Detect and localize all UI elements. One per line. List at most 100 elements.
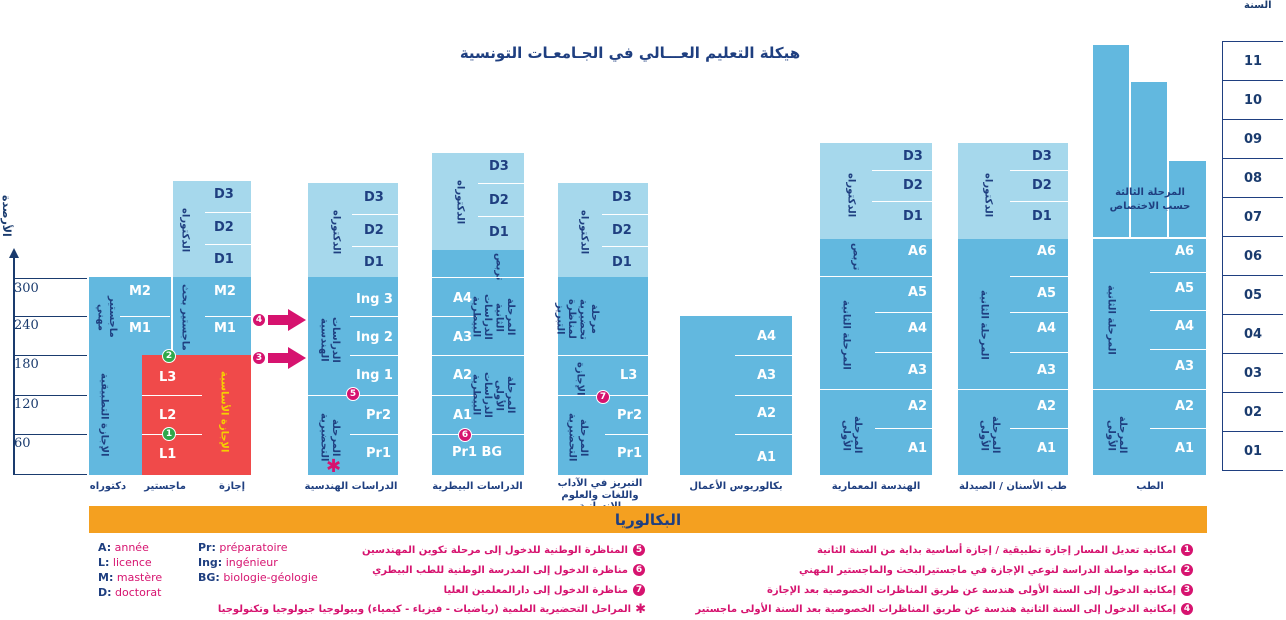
separator [735,355,792,356]
credit-value: 180 [14,357,39,372]
legend-marker: 4 [1180,602,1194,616]
legend-text: مناظرة الدخول إلى المدرسة الوطنية للطب ا… [372,564,628,576]
vet-second-vlabel: المرحلة الثانية الدراسات البيطرية [470,294,517,340]
archi-d1: D1 [903,209,923,224]
dent-second-vlabel: المرحلة الثانية [978,290,990,360]
med-a3: A3 [1175,359,1195,374]
credit-value: 240 [14,318,39,333]
archi-doctorat-block [820,143,932,239]
year-cell: 06 [1223,236,1283,275]
year-cell: 03 [1223,353,1283,392]
lmd-m1-rech: M1 [214,321,236,336]
legend-item-asterisk: ✱ المراحل التحضيرية العلمية (رياضيات - ف… [218,602,646,617]
legend-marker: 7 [632,583,646,597]
marker-2: 2 [162,349,176,363]
year-cell: 01 [1223,431,1283,471]
lmd-l2: L2 [159,408,177,423]
abbr-key: Ing: [198,556,223,569]
abbr-value: année [114,541,149,554]
separator [1150,428,1206,429]
separator [205,316,251,317]
arrow-3-shaft [268,353,288,363]
agreg-licence-vlabel: الإجازة [574,362,586,396]
separator [350,316,398,317]
abbr-key: L: [98,556,110,569]
med-first-vlabel: المرحلة الأولى [1105,416,1129,454]
med-second-vlabel: المرحلة الثانية [1105,285,1117,355]
credits-axis-label: الأرصدة [0,195,13,237]
med-a2: A2 [1175,399,1195,414]
credit-line [13,316,87,317]
med-main-block [1093,239,1206,475]
licence-app-block [89,355,142,475]
separator [872,170,932,171]
legend-text: امكانية مواصلة الدراسة لنوعي الإجازة في … [799,564,1176,576]
separator [352,246,398,247]
abbr-pr: Pr: préparatoire [198,541,288,554]
diagram-title: هيكلة التعليم العـــالي في الجـامعـات ال… [459,44,801,62]
separator [120,316,170,317]
separator [558,355,648,356]
lmd-m2-pro: M2 [129,284,151,299]
separator [352,214,398,215]
legend-text: امكانية تعديل المسار إجازة تطبيقية / إجا… [817,544,1176,556]
bac-bar: البكالوريا [89,506,1207,533]
asterisk-icon: ✱ [326,456,342,477]
abbr-l: L: licence [98,556,152,569]
separator [142,395,202,396]
year-cell: 08 [1223,158,1283,197]
separator [958,389,1068,390]
licence-fond-block [142,355,251,475]
agreg-d3: D3 [612,190,632,205]
separator [1093,389,1206,390]
separator [1150,349,1206,350]
ing-pr2: Pr2 [366,408,391,423]
med-third-l1: المرحلة الثالثة [1115,187,1185,198]
legend-marker: 6 [632,563,646,577]
separator [478,216,524,217]
agreg-prep2-vlabel: المرحلة التحضيرية [566,413,590,462]
separator [350,434,398,435]
archi-stage-vlabel: تربص [850,243,862,271]
label-ing: الدراسات الهندسية [304,481,398,492]
legend-text: إمكانية الدخول إلى السنة الثانية هندسة ع… [695,603,1176,615]
archi-second-vlabel: المرحلة الثانية [840,300,852,370]
agreg-prep-vlabel: مرحلة تحضيرية لمناظرة التبريز [554,298,601,340]
abbr-key: BG: [198,571,220,584]
separator [1150,272,1206,273]
marker-4: 4 [252,313,266,327]
agreg-pr2: Pr2 [617,408,642,423]
credits-axis-arrow [9,248,19,258]
separator [350,355,398,356]
separator [735,434,792,435]
mastere-pro-vlabel: ماجستير مهني [95,296,119,338]
business-a2: A2 [757,406,777,421]
legend-text: المناظرة الوطنية للدخول إلى مرحلة تكوين … [362,544,628,556]
separator [205,244,251,245]
legend-text: مناظرة الدخول إلى دارالمعلمين العليا [443,584,628,596]
credit-value: 60 [14,436,31,451]
business-a1: A1 [757,450,777,465]
legend-marker: 3 [1180,583,1194,597]
year-cell: 05 [1223,275,1283,314]
year-axis-label: السنة [1244,0,1272,11]
separator [602,214,648,215]
abbr-value: doctorat [115,586,162,599]
legend-text: المراحل التحضيرية العلمية (رياضيات - فيز… [217,604,632,615]
lmd-d1: D1 [214,252,234,267]
year-cell: 02 [1223,392,1283,431]
ing-d3: D3 [364,190,384,205]
lmd-d2: D2 [214,220,234,235]
marker-3: 3 [252,351,266,365]
label-archi: الهندسة المعمارية [831,481,921,492]
med-third-l2: حسب الاختصاص [1109,201,1191,212]
licence-app-vlabel: الإجازة التطبيقية [98,373,110,457]
mastere-rech-vlabel: ماجستير بحث [179,283,191,351]
agreg-pr1: Pr1 [617,446,642,461]
business-a3: A3 [757,368,777,383]
separator [605,434,648,435]
separator [478,183,524,184]
legend-item-3: 3 إمكانية الدخول إلى السنة الأولى هندسة … [767,583,1194,597]
separator [432,277,524,278]
abbr-a: A: année [98,541,149,554]
